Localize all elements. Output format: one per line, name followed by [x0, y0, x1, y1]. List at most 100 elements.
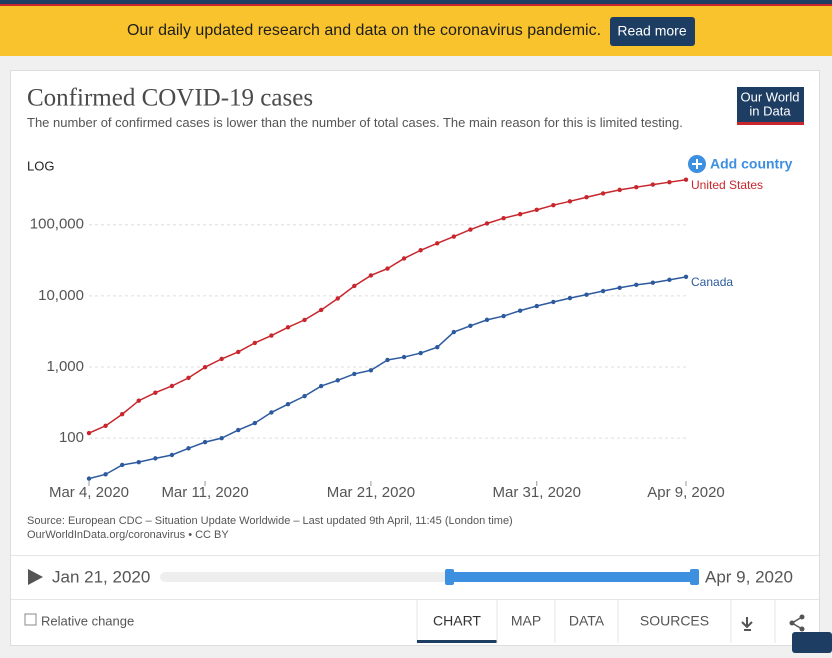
- data-point: [219, 356, 224, 362]
- data-point: [302, 317, 307, 323]
- data-point: [484, 317, 490, 323]
- data-point: [119, 462, 125, 468]
- data-point: [401, 256, 407, 261]
- scale-toggle[interactable]: LOG: [27, 158, 54, 173]
- data-point: [683, 177, 689, 182]
- data-point: [617, 285, 622, 290]
- tab[interactable]: SOURCES: [640, 613, 709, 629]
- data-point: [236, 349, 241, 355]
- y-tick-label: 100,000: [30, 216, 84, 233]
- data-point: [202, 365, 208, 370]
- timeline-handle[interactable]: [690, 569, 699, 585]
- logo-text: Our World: [741, 89, 800, 104]
- data-point: [385, 266, 390, 271]
- data-point: [418, 350, 423, 356]
- data-point: [484, 221, 490, 226]
- data-point: [236, 427, 241, 433]
- data-point: [302, 393, 307, 399]
- data-point: [252, 340, 258, 346]
- data-point: [468, 227, 473, 232]
- y-tick-label: 1,000: [46, 358, 84, 375]
- checkbox-label[interactable]: Relative change: [41, 613, 134, 628]
- y-tick-label: 10,000: [38, 287, 84, 304]
- tab[interactable]: DATA: [569, 613, 605, 629]
- data-point: [634, 282, 639, 288]
- data-point: [285, 402, 291, 407]
- data-point: [451, 329, 457, 335]
- data-point: [269, 410, 274, 415]
- card: [10, 70, 820, 646]
- play-button[interactable]: [28, 569, 43, 585]
- data-point: [650, 280, 656, 285]
- data-point: [136, 459, 141, 465]
- tabs: CHART MAP DATA SOURCES: [416, 600, 776, 643]
- chart-subtitle: The number of confirmed cases is lower t…: [27, 115, 683, 130]
- data-point: [252, 420, 258, 426]
- data-point: [385, 357, 390, 363]
- x-tick-label: Mar 31, 2020: [493, 484, 581, 501]
- share-icon-lines: [791, 616, 803, 630]
- data-point: [119, 412, 125, 417]
- data-point: [534, 207, 539, 213]
- add-country[interactable]: Add country: [710, 156, 793, 172]
- top-strip: [0, 0, 832, 4]
- read-more-label[interactable]: Read more: [617, 23, 686, 39]
- data-point: [352, 371, 357, 377]
- data-point: [551, 202, 556, 208]
- data-point: [103, 472, 108, 477]
- data-point: [435, 241, 440, 246]
- data-point: [368, 368, 374, 373]
- data-point: [617, 187, 622, 193]
- banner-text: Our daily updated research and data on t…: [127, 22, 601, 39]
- x-tick-label: Mar 11, 2020: [161, 484, 248, 501]
- data-point: [650, 182, 656, 187]
- source-url[interactable]: OurWorldInData.org/coronavirus • CC BY: [27, 529, 229, 541]
- data-point: [534, 303, 539, 309]
- data-point: [103, 423, 108, 429]
- series-label: United States: [691, 178, 763, 192]
- data-point: [169, 452, 175, 458]
- data-point: [86, 476, 92, 481]
- data-point: [567, 199, 573, 204]
- timeline-range: [449, 572, 695, 582]
- data-point: [584, 195, 589, 200]
- x-tick-label: Mar 21, 2020: [327, 484, 415, 501]
- data-point: [368, 273, 374, 278]
- data-point: [202, 439, 208, 445]
- top-strip-red: [0, 4, 832, 6]
- checkbox[interactable]: [24, 613, 37, 626]
- data-point: [86, 430, 92, 436]
- data-point: [186, 446, 191, 451]
- data-point: [318, 307, 324, 313]
- corner-button[interactable]: [792, 632, 832, 653]
- data-point: [451, 234, 457, 239]
- data-point: [401, 354, 407, 360]
- timeline-end: Apr 9, 2020: [705, 567, 793, 586]
- data-point: [501, 313, 506, 319]
- timeline-handle[interactable]: [445, 569, 454, 585]
- series-label: Canada: [691, 275, 733, 289]
- x-tick-label: Mar 4, 2020: [49, 484, 129, 501]
- logo[interactable]: [737, 87, 804, 125]
- download-icon[interactable]: [741, 617, 753, 631]
- data-point: [584, 292, 589, 297]
- data-point: [418, 248, 423, 253]
- data-point: [517, 308, 523, 313]
- timeline-start: Jan 21, 2020: [52, 567, 150, 586]
- read-more-button[interactable]: [610, 17, 695, 46]
- tab[interactable]: CHART: [433, 613, 481, 629]
- data-point: [435, 344, 440, 350]
- data-point: [169, 383, 175, 389]
- data-point: [335, 296, 340, 301]
- data-point: [551, 299, 556, 305]
- data-point: [667, 179, 672, 185]
- logo-text: in Data: [749, 103, 791, 118]
- source: Source: European CDC – Situation Update …: [27, 515, 513, 527]
- data-point: [136, 398, 141, 403]
- tab[interactable]: MAP: [511, 613, 541, 629]
- data-point: [153, 390, 158, 395]
- data-point: [567, 295, 573, 301]
- data-point: [600, 288, 606, 294]
- data-point: [335, 378, 340, 383]
